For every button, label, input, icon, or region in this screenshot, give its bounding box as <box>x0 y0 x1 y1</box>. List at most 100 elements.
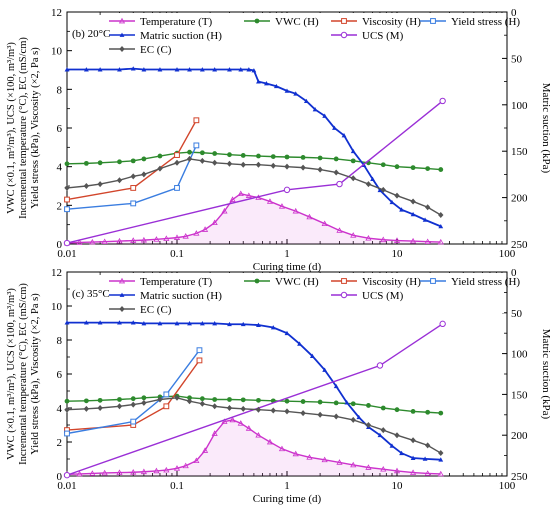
data-point <box>365 181 372 188</box>
data-point <box>424 204 431 211</box>
y-left-tick-label: 12 <box>51 267 62 279</box>
data-point <box>163 235 170 241</box>
y-left-axis-label: VWC (×0.1, m³/m³), UCS (×100, m³/m³) <box>6 288 17 460</box>
data-point <box>410 198 416 205</box>
data-point <box>284 154 290 160</box>
data-point <box>399 450 404 456</box>
legend-marker <box>430 18 436 24</box>
x-tick-label: 10 <box>392 248 404 260</box>
data-point <box>187 321 192 326</box>
data-point <box>199 157 206 164</box>
data-point <box>336 227 343 233</box>
data-point <box>303 98 309 104</box>
data-point <box>255 431 262 438</box>
data-point <box>187 395 192 401</box>
data-point <box>221 418 228 424</box>
data-point <box>350 175 356 182</box>
data-point <box>410 455 416 460</box>
series-matric-suction-h <box>64 320 444 462</box>
data-point <box>333 383 339 389</box>
data-point <box>196 357 203 364</box>
series-line <box>66 151 441 171</box>
data-point <box>64 184 70 191</box>
data-point <box>202 447 209 453</box>
legend-label: EC (C) <box>140 304 172 316</box>
data-point <box>130 158 136 164</box>
legend-item: Yield stress (H) <box>420 276 520 288</box>
data-point <box>83 183 90 189</box>
series-line <box>66 192 441 244</box>
data-point <box>380 405 386 411</box>
data-point <box>64 320 70 325</box>
data-point <box>292 450 299 457</box>
data-point <box>270 407 276 414</box>
data-point <box>174 67 180 72</box>
data-point <box>221 207 228 214</box>
legend-background <box>104 273 504 313</box>
legend-marker <box>118 17 126 24</box>
data-point <box>141 395 147 401</box>
data-point <box>116 469 123 475</box>
data-point <box>141 399 147 406</box>
data-point <box>97 320 103 325</box>
data-point <box>130 200 137 207</box>
data-point <box>163 403 170 410</box>
data-point <box>89 470 96 476</box>
x-tick-label: 1 <box>284 480 290 492</box>
data-point <box>409 469 417 475</box>
legend-item: EC (C) <box>109 304 172 316</box>
data-point <box>266 438 274 445</box>
data-point <box>255 406 262 413</box>
data-point <box>153 236 160 242</box>
data-point <box>393 237 401 243</box>
data-point <box>341 133 347 138</box>
data-point <box>240 161 246 168</box>
data-point <box>212 151 218 156</box>
legend-item: Viscosity (H) <box>331 16 421 28</box>
data-point <box>64 398 70 404</box>
data-point <box>350 461 357 468</box>
data-point <box>153 467 160 474</box>
data-point <box>227 397 232 402</box>
series-ucs-m <box>63 97 446 247</box>
legend-label: Viscosity (H) <box>362 16 421 28</box>
x-tick-label: 0.01 <box>57 248 76 260</box>
data-point <box>199 400 206 407</box>
data-point <box>240 397 246 403</box>
data-point <box>187 149 192 155</box>
legend-marker <box>341 278 347 284</box>
data-point <box>438 223 444 229</box>
data-point <box>437 238 444 245</box>
data-point <box>366 403 371 408</box>
legend-marker <box>430 278 436 284</box>
data-point <box>424 470 431 476</box>
data-point <box>211 430 218 436</box>
data-point <box>130 396 136 402</box>
data-point <box>211 159 218 166</box>
data-point <box>174 185 180 191</box>
y-right-tick-label: 250 <box>511 471 528 483</box>
data-point <box>336 459 343 465</box>
data-point <box>140 468 147 475</box>
y-left-axis-label: Yield stress (kPa), Viscosity (×2, Pa s) <box>30 47 41 209</box>
data-point <box>350 401 356 407</box>
data-point <box>186 398 193 405</box>
series-line <box>66 145 198 210</box>
data-point <box>439 97 446 105</box>
y-left-tick-label: 8 <box>57 335 63 347</box>
data-point <box>101 469 108 476</box>
data-point <box>173 465 181 471</box>
data-point <box>141 171 147 178</box>
legend-label: VWC (H) <box>275 16 319 28</box>
data-point <box>255 161 262 168</box>
data-point <box>264 81 269 86</box>
series-ec-c <box>64 155 444 218</box>
series-vwc-h <box>64 149 444 172</box>
data-point <box>193 142 200 149</box>
data-point <box>237 190 244 197</box>
series-line <box>66 100 444 244</box>
y-left-tick-label: 2 <box>57 200 63 212</box>
legend-item: VWC (H) <box>244 276 319 288</box>
y-left-tick-label: 6 <box>57 123 63 135</box>
data-point <box>117 159 122 165</box>
